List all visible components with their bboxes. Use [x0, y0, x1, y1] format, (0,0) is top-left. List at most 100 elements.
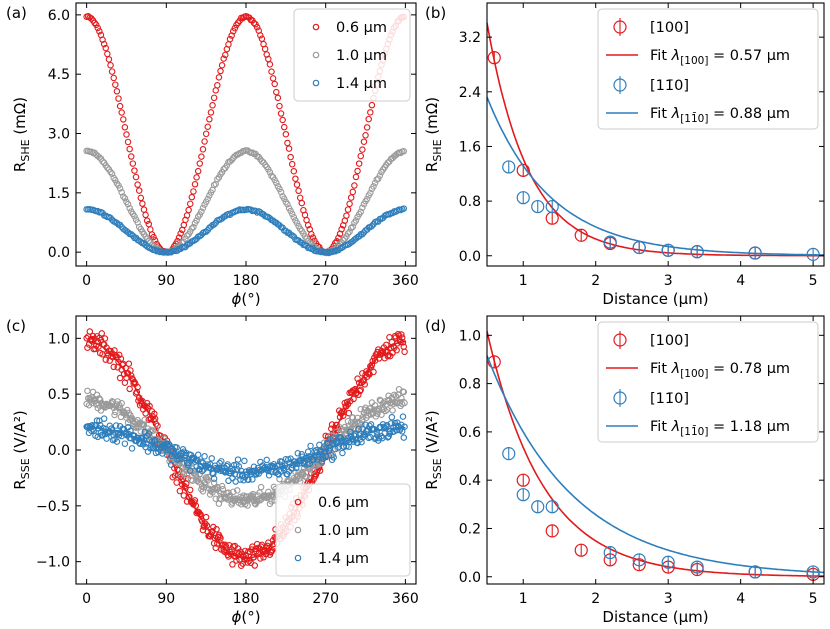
data-point	[269, 75, 277, 82]
axes-frame	[75, 2, 417, 267]
data-point	[308, 230, 315, 238]
data-point	[545, 524, 559, 538]
axes-frame	[75, 315, 417, 585]
data-point	[375, 175, 382, 182]
data-point	[288, 232, 296, 239]
data-point	[135, 187, 143, 194]
data-point	[531, 500, 545, 514]
data-point	[231, 24, 239, 32]
data-point	[545, 500, 559, 514]
data-point	[210, 94, 218, 102]
data-point	[186, 228, 194, 235]
x-tick-label: 4	[736, 591, 745, 607]
data-point	[204, 477, 212, 484]
y-axis-label: RSHE (mΩ)	[423, 97, 444, 172]
data-point	[349, 188, 357, 196]
x-axis-label: Distance (μm)	[602, 290, 708, 308]
data-point	[121, 440, 129, 447]
data-point	[126, 145, 133, 153]
data-point	[230, 488, 237, 496]
data-point	[111, 411, 118, 419]
data-point	[367, 363, 374, 370]
panel-d: (d) 1 2 3 4 5 0.0 0.2 0.4 0.6 0.8 1.0 Distance (μm) R…	[423, 315, 825, 626]
legend-frame	[597, 8, 819, 130]
data-point	[250, 463, 258, 471]
data-point	[126, 385, 133, 393]
panel-c: (c) 0 90 180 270 360 −1.0 −0.5 0.0 0.5 1.0 ϕ(°) RSSE…	[6, 315, 419, 626]
data-point	[367, 109, 374, 116]
y-tick-label: 0.8	[459, 377, 481, 393]
data-point	[277, 188, 285, 196]
data-point	[173, 444, 180, 451]
data-point	[177, 471, 184, 479]
data-point	[218, 482, 226, 490]
data-point	[330, 454, 337, 461]
data-point	[295, 187, 302, 195]
legend-label: 1.0 μm	[318, 523, 369, 539]
data-point	[229, 561, 236, 568]
data-point	[201, 138, 208, 145]
data-point	[310, 456, 317, 463]
data-point	[182, 235, 189, 243]
data-point	[108, 68, 116, 75]
data-point	[183, 232, 191, 239]
panel-a: (a) 0 90 180 270 360 0.0 1.5 3.0 4.5 6.0 ϕ(°) RSHE (…	[6, 2, 419, 308]
data-point	[129, 160, 137, 167]
y-tick-label: 6.0	[48, 8, 70, 24]
legend-frame	[597, 321, 819, 443]
data-point	[112, 81, 119, 88]
data-point	[107, 168, 114, 176]
data-point	[174, 247, 181, 254]
data-point	[632, 553, 646, 567]
data-point	[748, 246, 762, 260]
data-point	[290, 167, 298, 175]
data-point	[100, 40, 108, 48]
data-point	[359, 231, 366, 238]
data-point	[371, 179, 379, 187]
data-point	[88, 15, 95, 22]
data-point	[143, 243, 151, 250]
data-point	[345, 409, 353, 417]
data-point	[241, 457, 248, 465]
panel-label: (b)	[425, 4, 446, 22]
data-point	[193, 174, 200, 181]
data-point	[288, 160, 296, 168]
data-point	[190, 188, 197, 195]
data-point	[346, 228, 353, 235]
legend-marker	[312, 51, 320, 59]
data-point	[361, 381, 368, 388]
data-point	[574, 228, 588, 242]
x-tick-label: 4	[736, 273, 745, 289]
data-point	[86, 328, 94, 335]
data-point	[257, 32, 264, 39]
data-point	[349, 414, 357, 421]
legend-label: [11̄0]	[650, 391, 689, 407]
data-point	[106, 357, 113, 364]
data-point	[400, 205, 408, 212]
data-point	[218, 458, 225, 465]
x-tick-label: 270	[312, 273, 339, 289]
data-point	[292, 464, 300, 472]
data-point	[137, 194, 145, 202]
data-point	[359, 204, 366, 211]
data-point	[180, 221, 188, 229]
data-point	[117, 355, 125, 363]
data-point	[304, 221, 312, 229]
x-tick-label: 360	[392, 273, 419, 289]
data-point	[307, 442, 314, 450]
data-point	[285, 145, 293, 152]
data-point	[388, 413, 396, 421]
data-point	[268, 68, 275, 75]
data-point	[121, 124, 129, 131]
data-point	[134, 181, 141, 188]
data-point	[397, 402, 404, 410]
data-point	[116, 102, 124, 110]
fit-curve	[487, 22, 824, 257]
data-point	[362, 132, 369, 139]
data-point	[303, 473, 310, 481]
data-point	[244, 559, 251, 566]
data-point	[381, 354, 388, 362]
x-tick-label: 2	[591, 273, 600, 289]
series-1-10	[487, 355, 824, 579]
